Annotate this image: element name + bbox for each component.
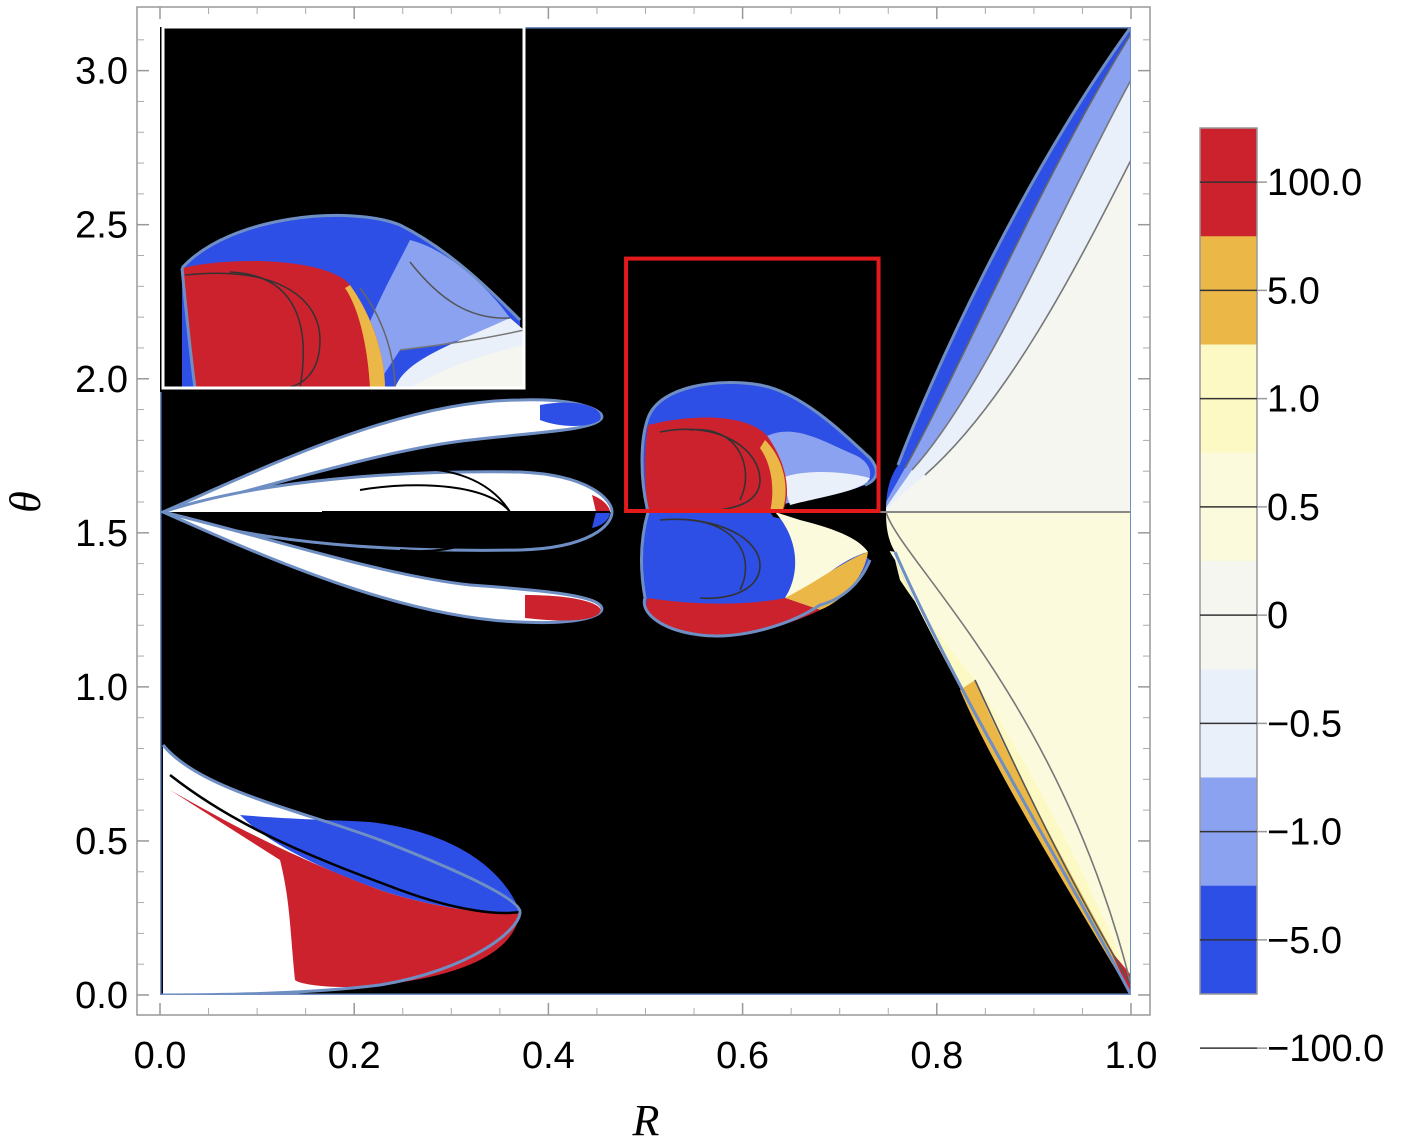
plot-frame [136,6,1151,1016]
highlight-box [624,256,881,513]
legend-label: −0.5 [1267,703,1342,745]
legend-label: −100.0 [1267,1028,1384,1070]
y-tick-label: 0.5 [75,821,128,863]
legend-label: −5.0 [1267,920,1342,962]
legend-frame [1199,127,1258,995]
legend-label: −1.0 [1267,812,1342,854]
y-tick-label: 2.0 [75,359,128,401]
y-tick-label: 2.5 [75,205,128,247]
left-petals [160,398,614,625]
y-tick-label: 1.5 [75,513,128,555]
x-axis-ticks: 0.0 0.2 0.4 0.6 0.8 1.0 [134,7,1158,1077]
boundary-upper [896,27,1131,466]
legend-label: 5.0 [1267,270,1320,312]
legend-label: 0.5 [1267,487,1320,529]
region-upper-near-zero [886,160,1131,512]
x-tick-label: 1.0 [1105,1035,1158,1077]
x-tick-label: 0.0 [134,1035,187,1077]
y-axis-title: θ [1,491,50,513]
x-tick-label: 0.6 [716,1035,769,1077]
inset-zoom [161,25,526,390]
y-tick-label: 0.0 [75,975,128,1017]
x-tick-label: 0.8 [910,1035,963,1077]
x-tick-label: 0.4 [522,1035,575,1077]
legend-label: 100.0 [1267,162,1362,204]
y-axis-ticks: 0.0 0.5 1.0 1.5 2.0 2.5 3.0 [75,39,1150,1017]
y-tick-label: 3.0 [75,51,128,93]
central-bulb [640,381,878,638]
legend-label: 1.0 [1267,379,1320,421]
x-tick-label: 0.2 [328,1035,381,1077]
right-wedge-upper [880,27,1131,512]
contour-layer [160,27,1131,995]
y-tick-label: 1.0 [75,667,128,709]
legend-label: 0 [1267,595,1288,637]
boundary-lower [893,551,1131,995]
lower-left-lobe [161,744,522,995]
x-axis-title: R [632,1096,660,1145]
color-legend: 100.0 5.0 1.0 0.5 0 −0.5 −1.0 −5.0 −100.0 [1199,127,1384,1070]
